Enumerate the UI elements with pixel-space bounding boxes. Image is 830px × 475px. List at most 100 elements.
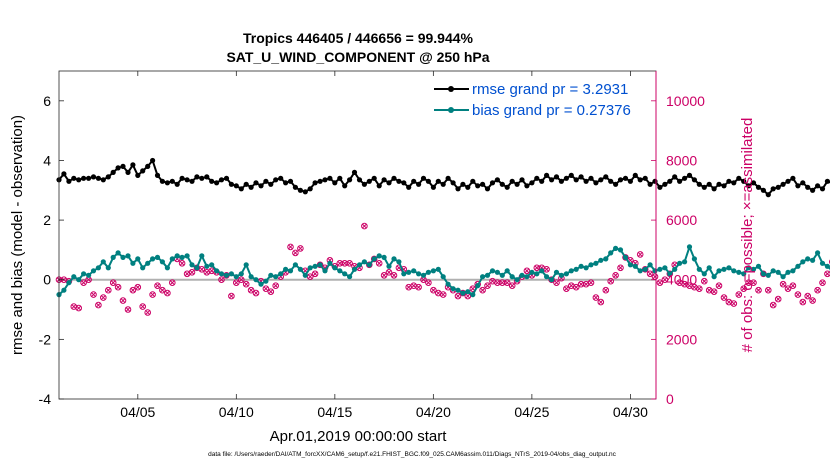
bias-point — [657, 267, 662, 272]
rmse-point — [239, 186, 244, 191]
bias-point — [411, 268, 416, 273]
bias-point — [500, 273, 505, 278]
bias-point — [781, 274, 786, 279]
rmse-point — [160, 179, 165, 184]
bias-point — [574, 267, 579, 272]
bias-point — [318, 262, 323, 267]
bias-point — [352, 267, 357, 272]
bias-point — [160, 259, 165, 264]
bias-point — [268, 273, 273, 278]
rmse-point — [574, 177, 579, 182]
bias-point — [677, 261, 682, 266]
rmse-point — [396, 179, 401, 184]
rmse-point — [761, 188, 766, 193]
bias-point — [633, 264, 638, 269]
rmse-point — [776, 185, 781, 190]
bias-point — [643, 267, 648, 272]
rmse-point — [451, 180, 456, 185]
bias-point — [120, 255, 125, 260]
bias-point — [342, 271, 347, 276]
bias-point — [623, 255, 628, 260]
bias-point — [569, 268, 574, 273]
bias-point — [761, 271, 766, 276]
rmse-point — [446, 176, 451, 181]
rmse-point — [66, 179, 71, 184]
bias-point — [135, 256, 140, 261]
bias-point — [194, 265, 199, 270]
rmse-point — [426, 179, 431, 184]
rmse-point — [406, 185, 411, 190]
bias-point — [707, 265, 712, 270]
rmse-point — [559, 179, 564, 184]
rmse-point — [638, 177, 643, 182]
rmse-point — [441, 182, 446, 187]
bias-point — [579, 264, 584, 269]
bias-point — [795, 264, 800, 269]
rmse-point — [781, 182, 786, 187]
legend-bias-marker — [448, 107, 454, 113]
rmse-point — [648, 182, 653, 187]
rmse-point — [401, 180, 406, 185]
rmse-point — [175, 182, 180, 187]
bias-point — [170, 256, 175, 261]
rmse-point — [185, 177, 190, 182]
rmse-point — [199, 176, 204, 181]
rmse-point — [288, 179, 293, 184]
bias-point — [249, 274, 254, 279]
bias-point — [234, 274, 239, 279]
bias-point — [239, 271, 244, 276]
bias-point — [81, 271, 86, 276]
bias-point — [455, 288, 460, 293]
bias-point — [608, 250, 613, 255]
y-right-tick-label: 4000 — [666, 272, 697, 288]
bias-point — [687, 244, 692, 249]
rmse-point — [337, 176, 342, 181]
rmse-point — [712, 186, 717, 191]
x-tick-label: 04/30 — [613, 404, 648, 420]
bias-point — [628, 262, 633, 267]
rmse-point — [603, 174, 608, 179]
rmse-point — [460, 182, 465, 187]
rmse-point — [86, 176, 91, 181]
rmse-point — [219, 177, 224, 182]
bias-point — [86, 273, 91, 278]
bias-point — [71, 274, 76, 279]
bias-point — [544, 274, 549, 279]
rmse-point — [382, 177, 387, 182]
rmse-point — [372, 176, 377, 181]
bias-point — [648, 262, 653, 267]
rmse-point — [145, 164, 150, 169]
bias-point — [549, 277, 554, 282]
rmse-point — [81, 176, 86, 181]
bias-point — [519, 273, 524, 278]
rmse-point — [140, 168, 145, 173]
rmse-point — [825, 179, 830, 184]
chart-title-line1: Tropics 446405 / 446656 = 99.944% — [243, 30, 474, 46]
bias-point — [766, 273, 771, 278]
rmse-point — [229, 182, 234, 187]
bias-point — [451, 286, 456, 291]
rmse-point — [263, 179, 268, 184]
bias-point — [584, 265, 589, 270]
bias-point — [800, 259, 805, 264]
y-left-tick-label: 2 — [43, 212, 51, 228]
rmse-point — [120, 164, 125, 169]
rmse-point — [544, 173, 549, 178]
bias-point — [771, 268, 776, 273]
rmse-point — [554, 174, 559, 179]
bias-point — [303, 273, 308, 278]
bias-point — [189, 262, 194, 267]
x-tick-label: 04/15 — [317, 404, 352, 420]
rmse-point — [810, 188, 815, 193]
data-file-footer: data file: /Users/raeder/DAI/ATM_forcXX/… — [208, 451, 617, 458]
rmse-point — [771, 186, 776, 191]
bias-point — [510, 274, 515, 279]
rmse-point — [303, 189, 308, 194]
rmse-point — [702, 185, 707, 190]
rmse-point — [125, 170, 130, 175]
bias-point — [815, 250, 820, 255]
rmse-point — [672, 174, 677, 179]
bias-point — [258, 282, 263, 287]
bias-point — [618, 247, 623, 252]
rmse-point — [165, 180, 170, 185]
